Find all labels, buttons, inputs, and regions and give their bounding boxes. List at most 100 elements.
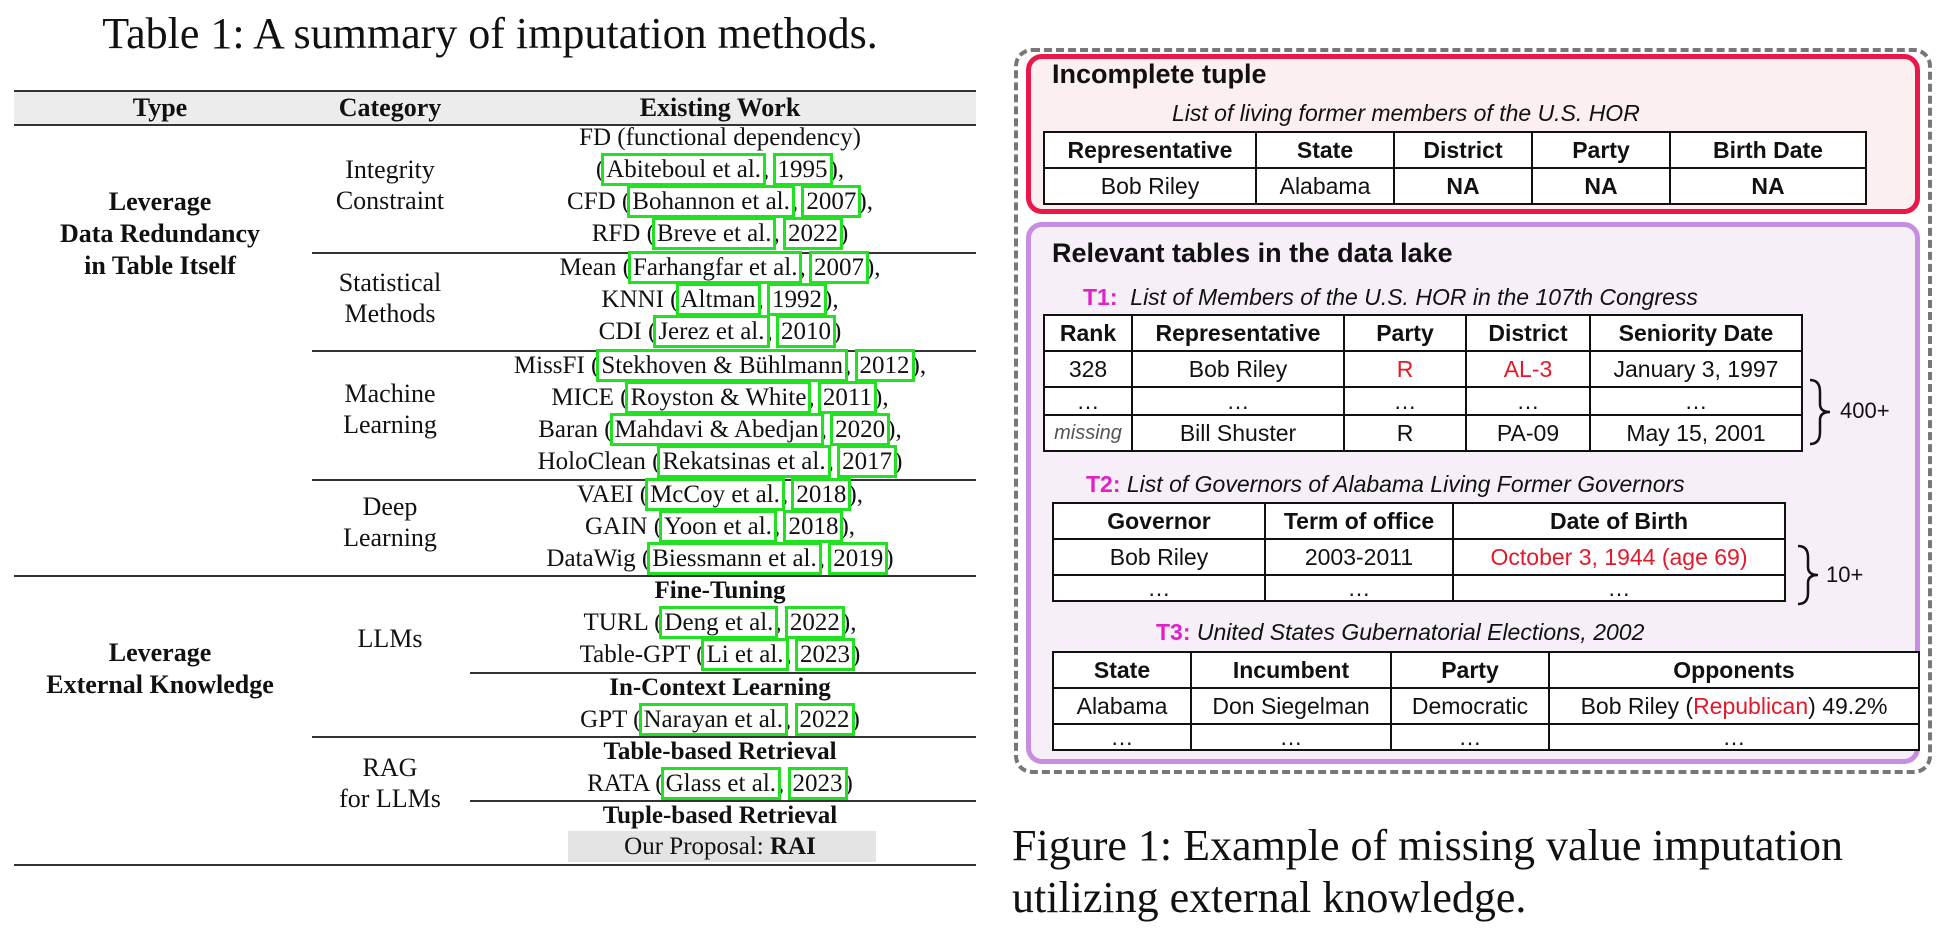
work-fd-label: FD (functional dependency): [579, 124, 861, 151]
cell: R: [1343, 414, 1467, 452]
category-integrity-constraint: Integrity Constraint: [335, 155, 445, 215]
work-cdi: CDI (Jerez et al., 2010): [598, 315, 842, 348]
citation-box[interactable]: Abiteboul et al.: [601, 153, 767, 186]
work-rfd: RFD (Breve et al., 2022): [591, 217, 849, 250]
work-missfi: MissFI (Stekhoven & Bühlmann, 2012),: [513, 349, 927, 382]
citation-year-box[interactable]: 2018: [791, 478, 852, 511]
t1-table: Rank Representative Party District Senio…: [1043, 314, 1803, 452]
cell: Bob Riley: [1131, 350, 1345, 388]
col-party: Party: [1343, 314, 1467, 352]
header-type: Type: [132, 93, 188, 122]
cell: Don Siegelman: [1190, 687, 1392, 725]
citation-box[interactable]: Mahdavi & Abedjan: [609, 413, 824, 446]
citation-year-box[interactable]: 2012: [854, 349, 915, 382]
citation-year-box[interactable]: 2023: [787, 767, 848, 800]
cell: …: [1343, 386, 1467, 416]
citation-box[interactable]: Deng et al.: [659, 606, 779, 639]
work-rata: RATA (Glass et al., 2023): [587, 767, 853, 800]
citation-year-box[interactable]: 1995: [772, 153, 833, 186]
citation-year-box[interactable]: 2023: [795, 638, 856, 671]
citation-year-box[interactable]: 1992: [767, 283, 827, 316]
citation-box[interactable]: Rekatsinas et al.: [657, 445, 831, 478]
subheader-fine-tuning: Fine-Tuning: [654, 577, 786, 604]
bottom-rule: [14, 864, 976, 866]
cell: …: [1190, 723, 1392, 751]
cell: Alabama: [1255, 167, 1395, 205]
citation-box[interactable]: McCoy et al.: [645, 478, 785, 511]
col-term-of-office: Term of office: [1264, 502, 1454, 540]
work-knni: KNNI (Altman, 1992),: [601, 283, 839, 316]
col-district: District: [1465, 314, 1591, 352]
cell: …: [1052, 723, 1192, 751]
category-machine-learning: Machine Learning: [343, 379, 437, 439]
subheader-in-context-learning: In-Context Learning: [609, 674, 831, 701]
cell-highlight: R: [1343, 350, 1467, 388]
col-party: Party: [1390, 651, 1550, 689]
work-table-gpt: Table-GPT (Li et al., 2023): [579, 638, 861, 671]
work-cfd: CFD (Bohannon et al., 2007),: [567, 185, 873, 218]
incomplete-tuple-table: Representative State District Party Birt…: [1043, 131, 1867, 205]
cell-missing: missing: [1043, 414, 1133, 452]
citation-box[interactable]: Biessmann et al.: [647, 542, 822, 575]
citation-year-box[interactable]: 2019: [828, 542, 889, 575]
category-rag-for-llms: RAG for LLMs: [339, 753, 441, 813]
citation-box[interactable]: Narayan et al.: [638, 703, 789, 736]
citation-box[interactable]: Farhangfar et al.: [627, 251, 803, 284]
citation-year-box[interactable]: 2020: [830, 413, 891, 446]
citation-year-box[interactable]: 2022: [782, 217, 843, 250]
citation-year-box[interactable]: 2017: [837, 445, 898, 478]
citation-year-box[interactable]: 2022: [794, 703, 855, 736]
citation-box[interactable]: Li et al.: [701, 638, 789, 671]
type-external-knowledge: Leverage External Knowledge: [46, 638, 274, 699]
citation-box[interactable]: Glass et al.: [660, 767, 782, 800]
cell: …: [1052, 574, 1266, 602]
t2-table: Governor Term of office Date of Birth Bo…: [1052, 502, 1786, 602]
col-representative: Representative: [1043, 131, 1257, 169]
citation-box[interactable]: Breve et al.: [651, 217, 777, 250]
citation-year-box[interactable]: 2007: [808, 251, 869, 284]
citation-box[interactable]: Altman: [675, 283, 761, 316]
work-holoclean: HoloClean (Rekatsinas et al., 2017): [537, 445, 903, 478]
citation-box[interactable]: Yoon et al.: [659, 510, 777, 543]
cell: Democratic: [1390, 687, 1550, 725]
citation-year-box[interactable]: 2007: [801, 185, 862, 218]
citation-year-box[interactable]: 2011: [817, 381, 878, 414]
col-incumbent: Incumbent: [1190, 651, 1392, 689]
citation-year-box[interactable]: 2022: [784, 606, 845, 639]
citation-box[interactable]: Bohannon et al.: [627, 185, 795, 218]
col-district: District: [1393, 131, 1533, 169]
t2-row-count: 10+: [1826, 562, 1864, 587]
cell: Bob Riley: [1052, 538, 1266, 576]
work-datawig: DataWig (Biessmann et al., 2019): [546, 542, 894, 575]
rule-after-redundancy: [14, 575, 976, 577]
t1-brace-icon: [1809, 378, 1831, 446]
cell: …: [1043, 386, 1133, 416]
cell: …: [1548, 723, 1920, 751]
header-category: Category: [338, 93, 442, 122]
citation-box[interactable]: Stekhoven & Bühlmann: [596, 349, 848, 382]
rule-after-finetuning: [470, 672, 976, 674]
citation-box[interactable]: Royston & White: [625, 381, 812, 414]
cell-opponents: Bob Riley (Republican) 49.2%: [1548, 687, 1920, 725]
cell: Bob Riley: [1043, 167, 1257, 205]
citation-year-box[interactable]: 2018: [783, 510, 844, 543]
work-our-proposal: Our Proposal: RAI: [624, 833, 816, 860]
cell-missing: NA: [1669, 167, 1867, 205]
rule-after-statistical: [312, 350, 976, 352]
work-mice: MICE (Royston & White, 2011),: [551, 381, 889, 414]
col-governor: Governor: [1052, 502, 1266, 540]
cell-highlight: October 3, 1944 (age 69): [1452, 538, 1786, 576]
citation-box[interactable]: Jerez et al.: [653, 315, 770, 348]
cell: 2003-2011: [1264, 538, 1454, 576]
cell: …: [1589, 386, 1803, 416]
figure-dashed-frame: [1014, 48, 1932, 774]
col-opponents: Opponents: [1548, 651, 1920, 689]
work-vaei: VAEI (McCoy et al., 2018),: [577, 478, 863, 511]
cell: …: [1390, 723, 1550, 751]
col-representative: Representative: [1131, 314, 1345, 352]
category-llms: LLMs: [357, 624, 423, 653]
citation-year-box[interactable]: 2010: [776, 315, 836, 348]
work-turl: TURL (Deng et al., 2022),: [583, 606, 857, 639]
work-fd-citation: (Abiteboul et al., 1995),: [595, 153, 845, 186]
cell-missing: NA: [1393, 167, 1533, 205]
